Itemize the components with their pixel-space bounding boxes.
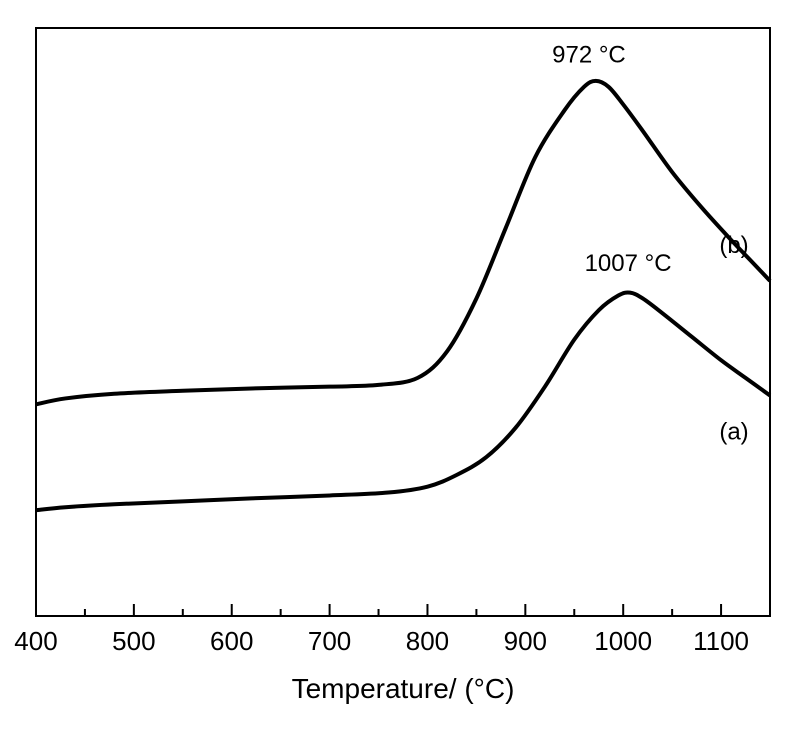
chart-container: 400 500 600 700 800 900 1000 1100 Temperature/ (… <box>0 0 800 747</box>
x-tick-label: 1100 <box>693 626 749 656</box>
x-axis-label: Temperature/ (°C) <box>292 673 515 704</box>
curve-b <box>36 81 770 404</box>
curve-a <box>36 292 770 510</box>
peak-annotation-b: 972 °C <box>552 41 626 68</box>
x-tick-label: 800 <box>406 626 449 656</box>
x-tick-label: 500 <box>112 626 155 656</box>
x-tick-label: 600 <box>210 626 253 656</box>
series-label-b: (b) <box>719 232 748 259</box>
x-tick-label: 900 <box>504 626 547 656</box>
series-label-a: (a) <box>719 419 748 446</box>
x-tick-label: 1000 <box>594 626 652 656</box>
x-tick-label: 400 <box>14 626 57 656</box>
peak-annotation-a: 1007 °C <box>585 250 672 277</box>
line-chart: 400 500 600 700 800 900 1000 1100 Temperature/ (… <box>0 0 800 747</box>
x-tick-label: 700 <box>308 626 351 656</box>
plot-box <box>36 28 770 616</box>
